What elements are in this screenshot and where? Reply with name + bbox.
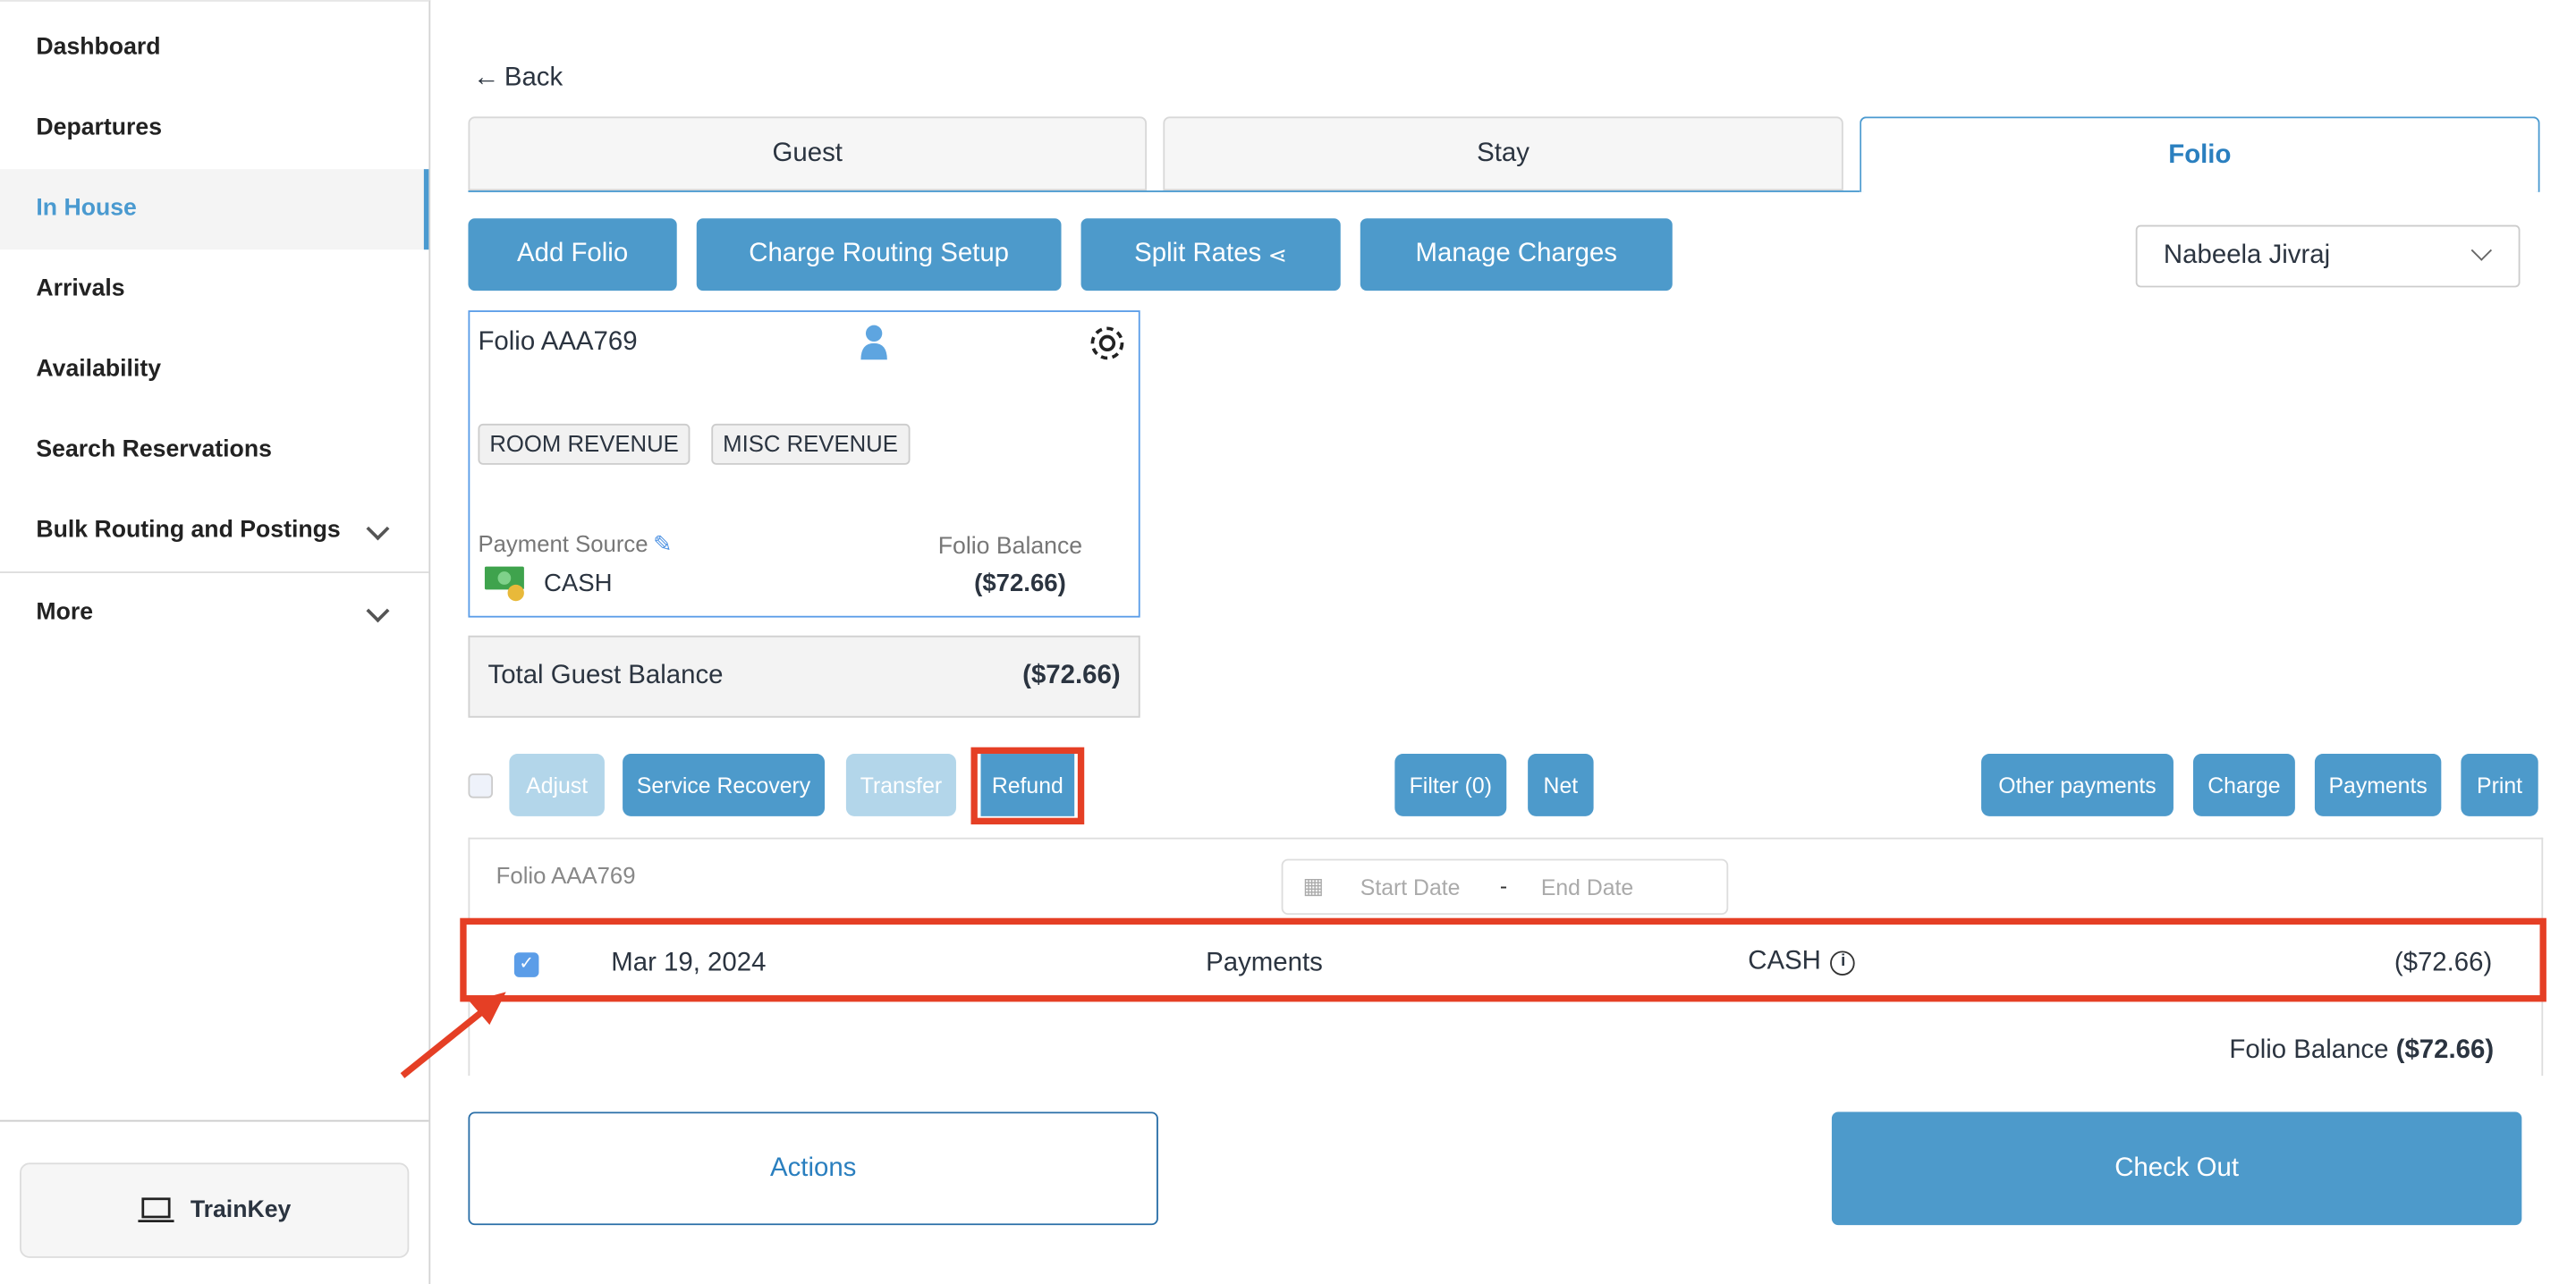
start-date-input[interactable]: Start Date [1360,874,1461,900]
end-date-input[interactable]: End Date [1540,874,1634,900]
date-range-input[interactable]: ▦ Start Date - End Date [1281,858,1729,916]
sidebar-item-arrivals[interactable]: Arrivals [36,275,125,302]
payment-source-label: Payment Source [478,530,648,557]
trainkey-label: TrainKey [190,1196,292,1224]
split-rates-label: Split Rates [1134,240,1262,268]
cash-icon [484,566,524,602]
tab-underline [468,190,1860,192]
row-method: CASH i [1748,947,1856,977]
sidebar-item-dashboard[interactable]: Dashboard [36,34,161,61]
folio-balance-label: Folio Balance [937,533,1083,561]
charge-routing-setup-button[interactable]: Charge Routing Setup [696,218,1062,291]
divider [0,571,429,574]
tab-folio[interactable]: Folio [1860,116,2540,192]
select-all-checkbox[interactable] [468,773,494,798]
transfer-button[interactable]: Transfer [845,754,956,816]
check-out-button[interactable]: Check Out [1831,1111,2522,1226]
gear-icon[interactable] [1086,322,1129,365]
info-icon[interactable]: i [1830,950,1856,976]
share-icon: ⋖ [1267,241,1288,267]
service-recovery-button[interactable]: Service Recovery [623,754,826,816]
table-row[interactable]: ✓ Mar 19, 2024 Payments CASH i ($72.66) [468,925,2542,996]
manage-charges-button[interactable]: Manage Charges [1360,218,1673,291]
payment-source-value: CASH [543,570,613,598]
chevron-down-icon [366,599,390,623]
sidebar-item-in-house[interactable]: In House [0,169,429,250]
arrow-left-icon: ← [472,63,500,92]
more-label: More [36,599,94,626]
user-icon [860,325,887,360]
other-payments-button[interactable]: Other payments [1981,754,2174,816]
refund-button[interactable]: Refund [980,754,1075,816]
charge-button[interactable]: Charge [2192,754,2295,816]
row-checkbox[interactable]: ✓ [513,952,539,977]
ledger-balance-label: Folio Balance [2229,1035,2389,1065]
ledger-balance: Folio Balance ($72.66) [2229,1036,2494,1066]
actions-button[interactable]: Actions [468,1111,1158,1226]
back-link[interactable]: ← Back [473,64,563,94]
payments-button[interactable]: Payments [2314,754,2442,816]
sidebar-item-availability[interactable]: Availability [36,356,162,383]
folio-card[interactable]: Folio AAA769 ROOM REVENUE MISC REVENUE P… [468,310,1140,618]
trainkey-button[interactable]: TrainKey [20,1162,410,1258]
row-highlight [460,917,2546,1002]
laptop-icon [138,1197,174,1222]
guest-select[interactable]: Nabeela Jivraj [2135,224,2521,288]
ledger-panel: Folio AAA769 ▦ Start Date - End Date Fol… [468,837,2544,1077]
add-folio-button[interactable]: Add Folio [468,218,677,291]
annotation-arrow-icon [400,992,506,1078]
row-amount: ($72.66) [2394,949,2493,977]
sidebar-item-bulk-routing[interactable]: Bulk Routing and Postings [0,491,428,571]
tab-stay[interactable]: Stay [1163,116,1843,191]
split-rates-button[interactable]: Split Rates ⋖ [1080,218,1341,291]
net-button[interactable]: Net [1528,754,1594,816]
row-method-label: CASH [1748,947,1821,976]
chevron-down-icon [2470,240,2493,261]
bulk-routing-label: Bulk Routing and Postings [36,517,341,544]
total-guest-balance: Total Guest Balance ($72.66) [468,635,1140,718]
calendar-icon: ▦ [1302,874,1324,899]
chevron-down-icon [366,517,390,541]
sidebar-item-departures[interactable]: Departures [36,114,163,141]
total-label: Total Guest Balance [487,662,724,690]
tag-misc-revenue: MISC REVENUE [711,423,910,465]
folio-name: Folio AAA769 [478,328,638,357]
sidebar-item-more[interactable]: More [0,573,428,654]
adjust-button[interactable]: Adjust [509,754,605,816]
sidebar: Dashboard Departures In House Arrivals A… [0,0,431,1284]
folio-balance-value: ($72.66) [974,570,1066,598]
ledger-balance-value: ($72.66) [2395,1035,2495,1065]
date-separator: - [1499,874,1508,899]
total-value: ($72.66) [1022,662,1121,690]
edit-icon[interactable]: ✎ [653,530,673,557]
filter-button[interactable]: Filter (0) [1394,754,1507,816]
row-type: Payments [1206,949,1323,977]
tab-guest[interactable]: Guest [468,116,1148,191]
guest-select-value: Nabeela Jivraj [2163,241,2331,270]
tag-room-revenue: ROOM REVENUE [478,423,691,465]
refund-highlight [970,747,1085,825]
ledger-folio-name: Folio AAA769 [496,862,636,889]
payment-source: Payment Source ✎ [478,530,672,558]
divider [0,1119,429,1122]
sidebar-item-search-reservations[interactable]: Search Reservations [36,436,272,463]
row-date: Mar 19, 2024 [611,949,767,977]
back-label: Back [504,63,564,92]
print-button[interactable]: Print [2461,754,2538,816]
